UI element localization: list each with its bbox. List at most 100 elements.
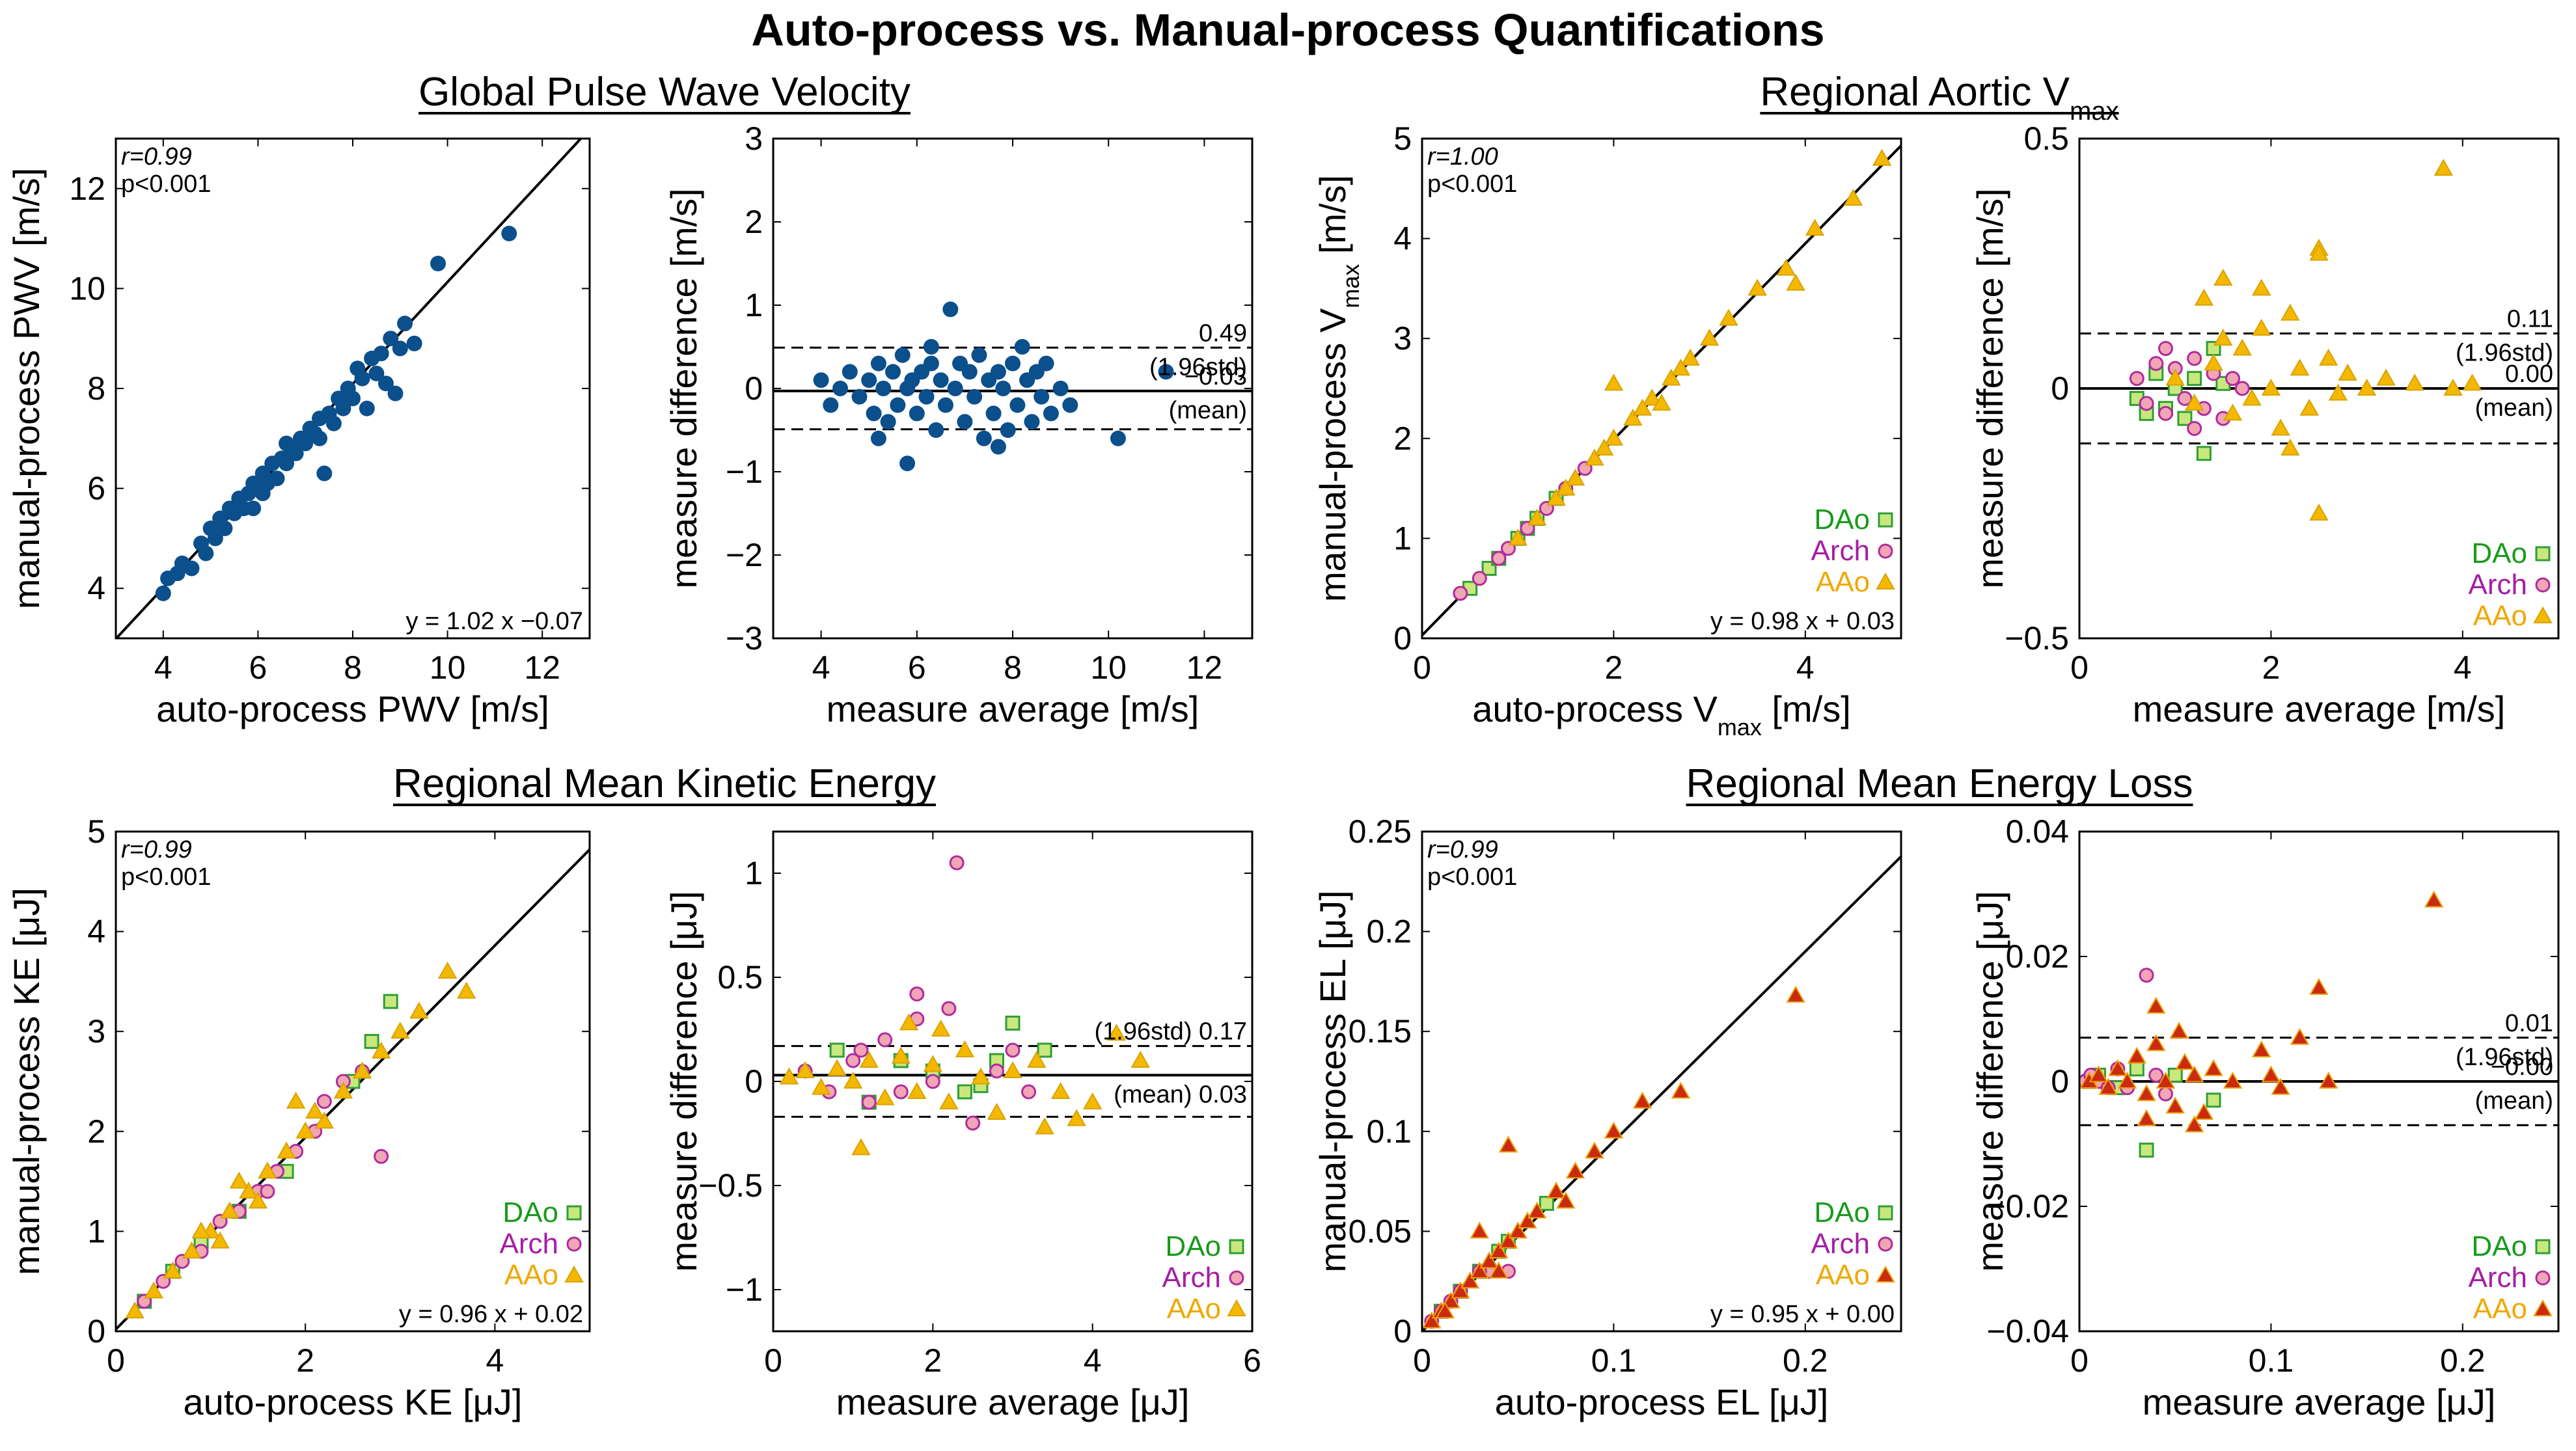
data-point	[1038, 355, 1054, 372]
r-annotation: r=0.99	[121, 836, 192, 863]
data-point	[288, 445, 304, 461]
data-point	[1110, 430, 1126, 446]
data-point-dao	[364, 1034, 379, 1050]
x-tick-label: 0.2	[2440, 1342, 2486, 1379]
r-annotation: r=1.00	[1427, 143, 1498, 170]
data-point-dao	[2196, 446, 2212, 461]
y-tick-label: −3	[726, 620, 763, 657]
data-point-arch	[1021, 1084, 1037, 1100]
x-tick-label: 8	[344, 649, 362, 686]
y-tick-label: −2	[726, 537, 763, 573]
legend-marker	[566, 1236, 582, 1252]
legend-label-dao: DAo	[502, 1197, 558, 1228]
data-point-aao	[2299, 398, 2319, 416]
data-point-aao	[1422, 1311, 1442, 1329]
legend-marker	[1878, 543, 1893, 559]
data-point-arch	[566, 1236, 582, 1252]
data-point	[832, 381, 849, 396]
y-tick-label: −0.02	[1986, 1188, 2069, 1225]
data-point-aao	[2194, 1102, 2214, 1120]
data-point	[345, 390, 361, 407]
data-point	[373, 346, 389, 362]
data-point	[985, 405, 1002, 422]
data-point-aao	[1632, 398, 1652, 416]
r-annotation: r=0.99	[121, 143, 192, 170]
data-point	[198, 545, 214, 562]
data-point	[933, 372, 949, 388]
data-point-aao	[1035, 1117, 1054, 1135]
data-point-aao	[1067, 1109, 1086, 1126]
y-axis-label: manual-process EL [μJ]	[1312, 890, 1353, 1272]
x-tick-label: 10	[430, 649, 466, 686]
data-point-aao	[1489, 1261, 1509, 1279]
y-axis-label: measure difference [m/s]	[1969, 188, 2010, 588]
x-axis-label: auto-process EL [μJ]	[1495, 1381, 1829, 1422]
fit-equation: y = 1.02 x −0.07	[405, 608, 583, 635]
data-point-aao	[2169, 1022, 2189, 1039]
data-point	[312, 430, 328, 446]
section-title-1: Regional Aortic Vmax	[1760, 70, 2118, 126]
data-point	[923, 339, 939, 355]
data-point	[359, 400, 375, 416]
x-tick-label: 4	[2454, 649, 2472, 686]
legend-marker	[2533, 606, 2553, 623]
legend-label-aao: AAo	[1167, 1293, 1221, 1325]
data-point	[383, 331, 399, 347]
y-tick-label: 2	[1393, 420, 1412, 457]
data-point-dao	[1539, 1195, 1554, 1211]
data-point	[501, 225, 517, 241]
legend-marker	[1229, 1270, 1244, 1286]
data-point-arch	[925, 1074, 940, 1089]
legend-label-arch: Arch	[1811, 535, 1870, 567]
data-point-aao	[2213, 329, 2233, 346]
legend-label-dao: DAo	[2471, 1230, 2527, 1262]
legend-marker	[566, 1205, 582, 1221]
data-point-aao	[2251, 318, 2271, 336]
data-point-aao	[2319, 348, 2338, 366]
data-point-aao	[2098, 1078, 2118, 1095]
data-point	[823, 397, 839, 413]
data-point-arch	[2139, 396, 2154, 411]
axes-frame	[115, 830, 591, 1333]
data-point-aao	[1623, 409, 1643, 426]
data-point	[297, 435, 314, 452]
data-point-aao	[1671, 1081, 1691, 1099]
data-point-aao	[409, 1001, 429, 1019]
y-tick-label: 0.5	[2023, 120, 2069, 157]
y-tick-label: 0	[745, 1063, 763, 1100]
data-point-arch	[2234, 381, 2250, 396]
legend-label-dao: DAo	[1814, 1197, 1870, 1228]
data-point	[861, 372, 877, 388]
y-tick-label: 0.1	[1366, 1113, 1412, 1150]
data-point	[1014, 339, 1030, 355]
data-point-aao	[2281, 303, 2300, 321]
data-point-aao	[564, 1265, 584, 1282]
panel-el_ba: 0 0.1 0.2 −0.04 −0.02 0 0.02 0.04 measure averag…	[1969, 813, 2560, 1422]
data-point-aao	[1451, 1281, 1470, 1299]
y-tick-label: 4	[87, 914, 105, 950]
data-point-arch	[949, 855, 965, 871]
data-point-aao	[1027, 1050, 1047, 1068]
axes-frame	[2078, 830, 2560, 1333]
data-point	[155, 585, 171, 601]
data-point-arch	[1472, 571, 1487, 586]
legend-marker	[1878, 512, 1893, 528]
data-point-aao	[1719, 308, 1738, 326]
data-point-aao	[371, 1041, 391, 1059]
data-point	[1005, 355, 1021, 372]
data-point-aao	[1662, 368, 1681, 386]
legend-label-aao: AAo	[2473, 1293, 2527, 1325]
data-point-aao	[1527, 508, 1547, 526]
data-point-aao	[2146, 996, 2166, 1014]
y-tick-label: 0	[745, 370, 763, 407]
legend-marker	[1227, 1299, 1246, 1316]
data-point-dao	[1229, 1239, 1244, 1254]
mean-value-label: −0.00	[2491, 1053, 2553, 1081]
data-point	[279, 435, 295, 452]
x-tick-label: 0	[2070, 1342, 2089, 1379]
data-point-aao	[1671, 359, 1691, 376]
x-tick-label: 6	[249, 649, 267, 686]
data-point	[335, 400, 351, 416]
data-point-aao	[1508, 528, 1528, 546]
